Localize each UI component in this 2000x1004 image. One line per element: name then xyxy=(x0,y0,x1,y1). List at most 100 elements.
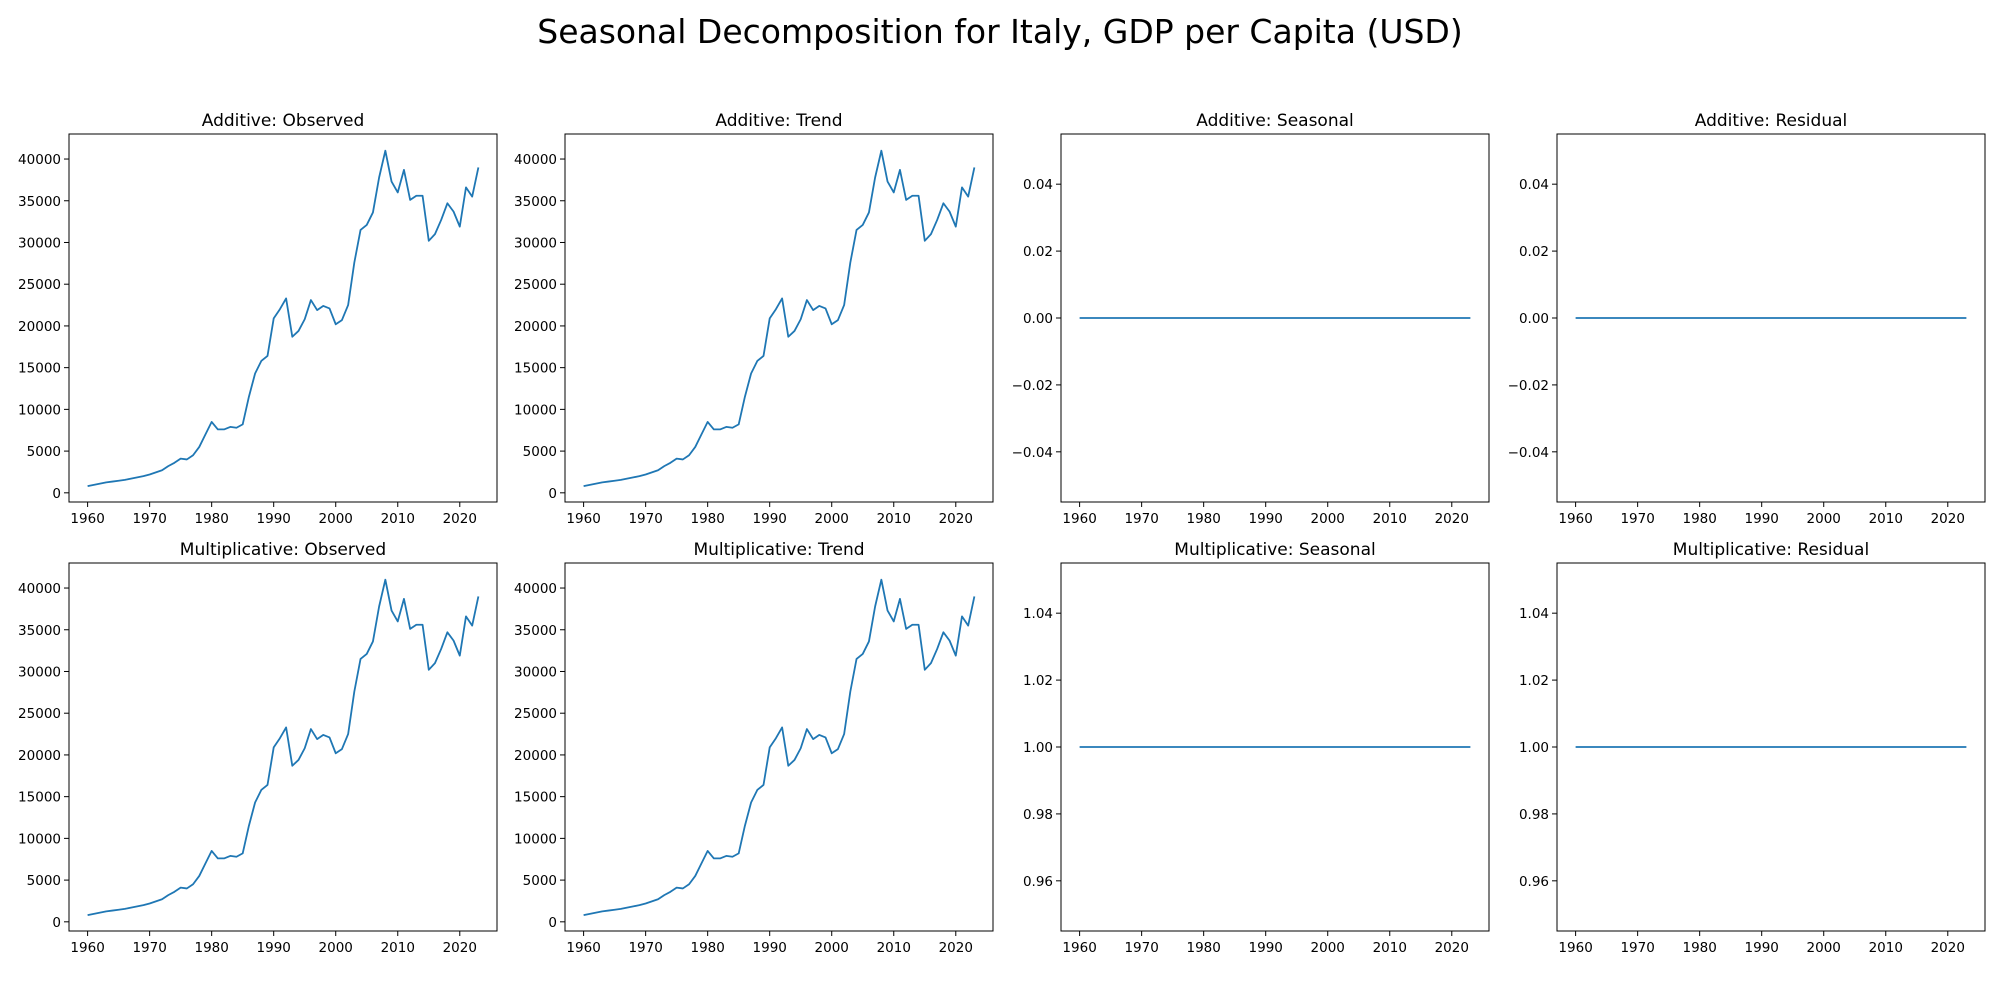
subplot-title: Additive: Trend xyxy=(715,111,842,131)
x-tick-label: 1960 xyxy=(566,940,600,956)
x-tick-label: 1990 xyxy=(753,511,787,527)
y-tick-label: 5000 xyxy=(27,444,61,460)
y-tick-label: 40000 xyxy=(514,152,557,168)
y-tick-label: 35000 xyxy=(514,623,557,639)
x-tick-label: 1970 xyxy=(132,940,166,956)
x-tick-label: 1970 xyxy=(628,511,662,527)
x-tick-label: 1980 xyxy=(690,940,724,956)
axes-frame xyxy=(1060,562,1490,932)
y-tick-label: −0.02 xyxy=(1508,378,1549,394)
subplot: Additive: Observed 1960 1970 1980 1990 2000 20… xyxy=(18,111,498,527)
axes-frame xyxy=(1556,133,1986,503)
y-tick-label: 0.02 xyxy=(1023,244,1053,260)
y-tick-label: 0 xyxy=(548,915,557,931)
subplot: Additive: Residual 1960 1970 1980 1990 2000 20… xyxy=(1508,111,1986,527)
y-tick-label: 25000 xyxy=(18,706,61,722)
y-tick-label: 0.02 xyxy=(1519,244,1549,260)
x-tick-label: 1970 xyxy=(132,511,166,527)
x-tick-label: 1980 xyxy=(690,511,724,527)
x-tick-label: 1970 xyxy=(1620,940,1654,956)
x-tick-label: 1960 xyxy=(1558,511,1592,527)
y-tick-label: 20000 xyxy=(18,319,61,335)
x-tick-label: 1970 xyxy=(1124,511,1158,527)
y-tick-label: 40000 xyxy=(18,581,61,597)
x-tick-label: 2000 xyxy=(319,940,353,956)
y-tick-label: 10000 xyxy=(514,402,557,418)
subplot: Multiplicative: Seasonal 1960 1970 1980 1990… xyxy=(1023,540,1490,956)
x-tick-label: 2020 xyxy=(443,940,477,956)
axes-frame xyxy=(68,133,498,503)
y-tick-label: 30000 xyxy=(18,664,61,680)
y-tick-label: 15000 xyxy=(18,790,61,806)
y-tick-label: 0.98 xyxy=(1519,807,1549,823)
subplot-title: Multiplicative: Trend xyxy=(693,540,864,560)
y-tick-label: 0.00 xyxy=(1519,311,1549,327)
y-tick-label: 0.96 xyxy=(1519,874,1549,890)
subplot-title: Multiplicative: Seasonal xyxy=(1174,540,1375,560)
x-tick-label: 2020 xyxy=(1931,940,1965,956)
x-tick-label: 1980 xyxy=(1682,940,1716,956)
x-tick-label: 2010 xyxy=(1373,940,1407,956)
x-tick-label: 2000 xyxy=(1807,940,1841,956)
axes-frame xyxy=(1060,133,1490,503)
axes-frame xyxy=(564,133,994,503)
x-tick-label: 1990 xyxy=(1249,511,1283,527)
subplot: Additive: Seasonal 1960 1970 1980 1990 2000 20… xyxy=(1012,111,1490,527)
y-tick-label: 1.02 xyxy=(1519,673,1549,689)
y-tick-label: 0.04 xyxy=(1023,177,1053,193)
x-tick-label: 1990 xyxy=(1249,940,1283,956)
y-tick-label: 0.96 xyxy=(1023,874,1053,890)
x-tick-label: 1970 xyxy=(628,940,662,956)
y-tick-label: 0 xyxy=(52,486,61,502)
y-tick-label: 10000 xyxy=(18,402,61,418)
y-tick-label: 0.04 xyxy=(1519,177,1549,193)
y-tick-label: 15000 xyxy=(514,361,557,377)
x-tick-label: 2000 xyxy=(319,511,353,527)
y-tick-label: 10000 xyxy=(514,831,557,847)
x-tick-label: 1980 xyxy=(1186,511,1220,527)
y-tick-label: 20000 xyxy=(514,748,557,764)
y-tick-label: 30000 xyxy=(18,235,61,251)
subplot: Multiplicative: Observed 1960 1970 1980 1990… xyxy=(18,540,498,956)
y-tick-label: 25000 xyxy=(514,706,557,722)
y-tick-label: 35000 xyxy=(18,623,61,639)
axes-frame xyxy=(1556,562,1986,932)
subplot: Multiplicative: Residual 1960 1970 1980 1990… xyxy=(1519,540,1986,956)
x-tick-label: 2000 xyxy=(1807,511,1841,527)
x-tick-label: 2010 xyxy=(1869,940,1903,956)
subplot-title: Additive: Seasonal xyxy=(1196,111,1354,131)
y-tick-label: 1.04 xyxy=(1519,606,1549,622)
x-tick-label: 2020 xyxy=(1435,940,1469,956)
x-tick-label: 1960 xyxy=(1062,511,1096,527)
y-tick-label: −0.04 xyxy=(1508,445,1549,461)
y-tick-label: 20000 xyxy=(514,319,557,335)
y-tick-label: 0 xyxy=(548,486,557,502)
y-tick-label: 30000 xyxy=(514,235,557,251)
x-tick-label: 2010 xyxy=(1869,511,1903,527)
series-line xyxy=(583,149,976,488)
x-tick-label: 2010 xyxy=(381,940,415,956)
x-tick-label: 1990 xyxy=(257,511,291,527)
y-tick-label: 0.98 xyxy=(1023,807,1053,823)
y-tick-label: 0.00 xyxy=(1023,311,1053,327)
y-tick-label: 10000 xyxy=(18,831,61,847)
y-tick-label: 20000 xyxy=(18,748,61,764)
x-tick-label: 2000 xyxy=(1311,940,1345,956)
subplot: Multiplicative: Trend 1960 1970 1980 1990 200… xyxy=(514,540,994,956)
y-tick-label: 1.00 xyxy=(1519,740,1549,756)
subplot: Additive: Trend 1960 1970 1980 1990 2000 2010 2… xyxy=(514,111,994,527)
y-tick-label: 35000 xyxy=(18,194,61,210)
x-tick-label: 2000 xyxy=(815,940,849,956)
x-tick-label: 1980 xyxy=(1186,940,1220,956)
x-tick-label: 1990 xyxy=(1745,940,1779,956)
x-tick-label: 1980 xyxy=(1682,511,1716,527)
x-tick-label: 1960 xyxy=(1558,940,1592,956)
x-tick-label: 1990 xyxy=(257,940,291,956)
x-tick-label: 2000 xyxy=(1311,511,1345,527)
figure-title: Seasonal Decomposition for Italy, GDP pe… xyxy=(537,12,1463,51)
y-tick-label: 35000 xyxy=(514,194,557,210)
x-tick-label: 1970 xyxy=(1124,940,1158,956)
y-tick-label: 15000 xyxy=(18,361,61,377)
x-tick-label: 1960 xyxy=(566,511,600,527)
